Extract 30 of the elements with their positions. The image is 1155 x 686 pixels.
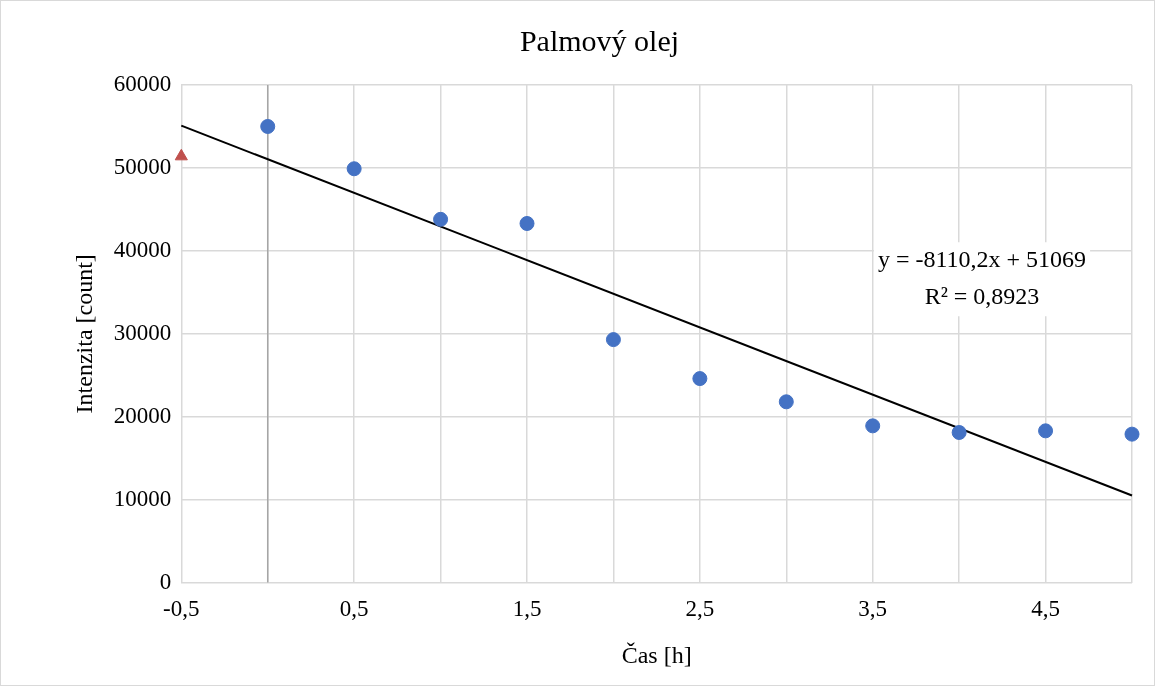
y-tick-label: 30000 bbox=[113, 319, 172, 345]
chart-title: Palmový olej bbox=[519, 23, 680, 57]
y-tick-label: 0 bbox=[159, 568, 172, 594]
x-tick-label: 0,5 bbox=[339, 596, 369, 622]
point bbox=[692, 371, 708, 387]
point bbox=[260, 118, 276, 134]
point bbox=[1124, 426, 1140, 442]
y-axis-title: Intenzita [count] bbox=[70, 254, 97, 414]
annotation: R² = 0,8923 bbox=[924, 283, 1040, 310]
y-tick-label: 10000 bbox=[113, 485, 172, 511]
x-tick-label: 2,5 bbox=[685, 596, 715, 622]
point bbox=[519, 216, 535, 231]
y-tick-label: 40000 bbox=[113, 236, 172, 262]
y-tick-label: 20000 bbox=[113, 402, 172, 428]
point bbox=[951, 424, 967, 440]
point bbox=[174, 148, 188, 161]
point bbox=[1038, 423, 1054, 439]
point bbox=[605, 332, 621, 348]
annotation: y = -8110,2x + 51069 bbox=[877, 246, 1087, 273]
x-tick-label: 1,5 bbox=[512, 596, 542, 622]
y-tick-label: 50000 bbox=[113, 153, 172, 179]
point bbox=[778, 394, 794, 410]
point bbox=[433, 211, 449, 227]
point bbox=[346, 161, 362, 177]
point bbox=[865, 418, 881, 434]
x-tick-label: -0,5 bbox=[163, 596, 200, 622]
x-tick-label: 3,5 bbox=[858, 596, 888, 622]
x-tick-label: 4,5 bbox=[1031, 596, 1060, 622]
x-axis-title: Čas [h] bbox=[621, 641, 692, 668]
y-tick-label: 60000 bbox=[113, 71, 172, 97]
